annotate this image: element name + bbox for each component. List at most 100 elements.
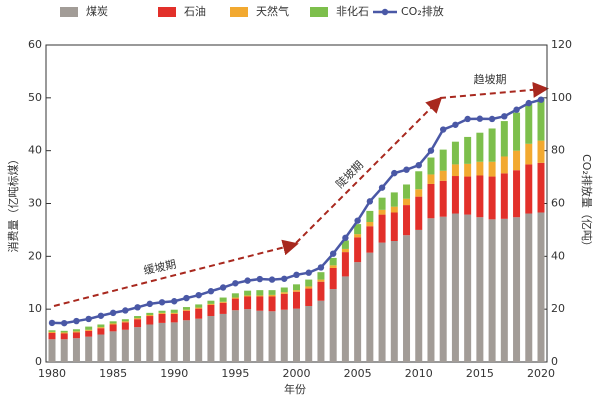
bar-segment <box>207 304 215 317</box>
line-point <box>488 115 496 123</box>
bar-segment <box>280 292 288 294</box>
line-point <box>85 315 92 323</box>
bar-segment <box>341 248 349 253</box>
line-point <box>244 277 251 284</box>
line-point <box>171 298 178 305</box>
bar-segment <box>354 224 362 235</box>
bar-segment <box>72 329 80 332</box>
bar-segment <box>121 329 129 362</box>
bar-segment <box>415 189 423 197</box>
bar-segment <box>403 235 411 362</box>
bar-segment <box>182 310 190 321</box>
bar-segment <box>537 212 545 362</box>
bar-segment <box>195 307 203 309</box>
bar-segment <box>500 121 508 157</box>
bar-segment <box>256 295 264 297</box>
bar-segment <box>158 312 166 314</box>
bar-segment <box>329 289 337 362</box>
bar-segment <box>256 310 264 362</box>
bar-segment <box>378 242 386 362</box>
bar-segment <box>451 141 459 165</box>
line-point <box>61 319 68 327</box>
bar-segment <box>121 322 129 330</box>
bar-segment <box>305 305 313 362</box>
bar-segment <box>488 161 496 177</box>
bar-segment <box>537 140 545 163</box>
x-tick-label: 1990 <box>160 367 188 380</box>
bar-segment <box>109 331 117 362</box>
y-tick-label: 30 <box>28 197 42 210</box>
bar-segment <box>317 300 325 362</box>
bar-segment <box>329 267 337 290</box>
y2-tick-label: 100 <box>551 91 572 104</box>
bar-segment <box>97 334 105 362</box>
line-point <box>293 271 300 279</box>
legend-marker <box>381 8 389 16</box>
bar-segment <box>537 162 545 213</box>
bar-segment <box>488 128 496 162</box>
bar-segment <box>390 241 398 362</box>
line-point <box>329 250 337 257</box>
bar-segment <box>219 297 227 302</box>
legend-label: 石油 <box>184 4 206 18</box>
bar-segment <box>354 237 362 263</box>
bar-segment <box>219 313 227 362</box>
bar-segment <box>525 213 533 362</box>
y2-tick-label: 40 <box>551 249 565 262</box>
legend-label: 煤炭 <box>86 5 108 18</box>
bar-segment <box>280 287 288 293</box>
line-point <box>281 275 288 282</box>
legend-swatch <box>158 7 176 17</box>
bar-segment <box>464 163 472 177</box>
line-point <box>146 300 153 308</box>
bar-segment <box>146 312 154 315</box>
bar-segment <box>280 293 288 310</box>
bar-segment <box>182 320 190 362</box>
bar-segment <box>231 293 239 298</box>
bar-segment <box>97 328 105 335</box>
phase-arrows <box>53 81 549 307</box>
bar-segment <box>48 331 56 333</box>
bar-segment <box>305 279 313 287</box>
bar-segment <box>231 297 239 299</box>
bar-segment <box>72 338 80 362</box>
bar-segment <box>244 296 252 310</box>
bar-segment <box>329 257 337 266</box>
bar-segment <box>195 318 203 362</box>
bar-segment <box>525 143 533 165</box>
line-point <box>501 113 508 120</box>
bar-segment <box>207 316 215 362</box>
bar-segment <box>219 302 227 314</box>
bar-segment <box>134 327 142 362</box>
bar-segment <box>415 229 423 362</box>
line-point <box>109 309 117 317</box>
y-tick-label: 20 <box>28 249 42 262</box>
line-point <box>452 121 459 128</box>
bar-segment <box>293 291 300 309</box>
x-tick-label: 2005 <box>344 367 372 380</box>
line-point <box>256 275 264 283</box>
bar-segment <box>293 308 300 362</box>
bar-segment <box>341 252 349 277</box>
x-tick-label: 2010 <box>405 367 433 380</box>
bar-segment <box>439 170 447 181</box>
line-point <box>342 234 349 242</box>
bar-segment <box>451 176 459 214</box>
bar-segment <box>60 333 68 340</box>
bar-segment <box>354 262 362 362</box>
bar-segment <box>85 330 93 337</box>
line-point <box>537 96 545 103</box>
bar-segment <box>170 322 178 362</box>
line-point <box>525 99 532 107</box>
line-point <box>183 294 190 302</box>
bar-segment <box>415 196 423 230</box>
line-point <box>97 312 105 319</box>
y-tick-label: 50 <box>28 91 42 104</box>
x-tick-label: 2015 <box>466 367 494 380</box>
x-tick-label: 2000 <box>283 367 311 380</box>
bar-segment <box>366 252 374 362</box>
bar-segment <box>195 308 203 319</box>
bar-segment <box>378 197 386 210</box>
y-tick-label: 10 <box>28 302 42 315</box>
line-point <box>378 184 386 191</box>
